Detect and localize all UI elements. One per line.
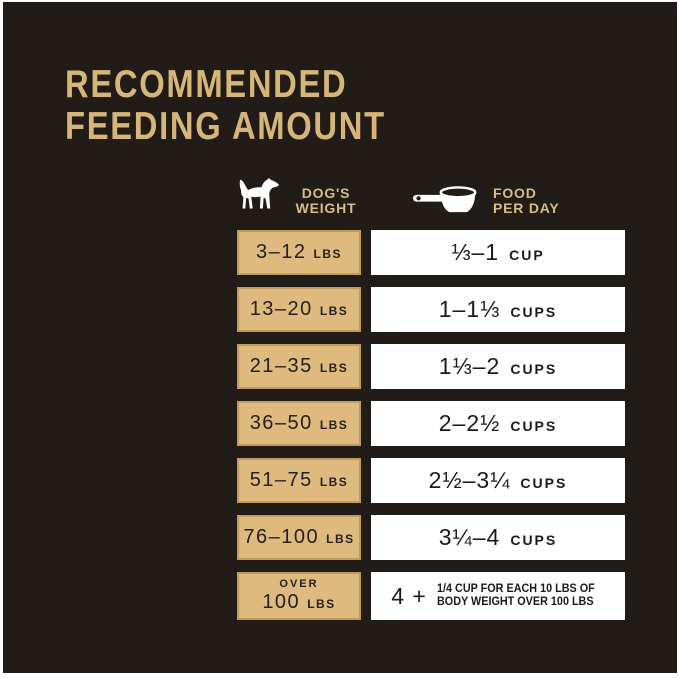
weight-value: 3–12: [256, 241, 307, 263]
weight-cell: 51–75 LBS: [237, 458, 361, 503]
weight-value: 51–75: [249, 469, 313, 491]
weight-value: 36–50: [249, 412, 313, 434]
weight-unit: LBS: [313, 247, 342, 261]
dog-icon: [237, 178, 283, 216]
food-cell: 2½–3¼ CUPS: [371, 458, 625, 503]
food-value: 2–2½: [438, 410, 501, 436]
food-cell: 4 + 1/4 CUP FOR EACH 10 LBS OF BODY WEIG…: [371, 572, 625, 620]
table-row: 51–75 LBS 2½–3¼ CUPS: [237, 458, 625, 503]
food-column-header: FOOD PER DAY: [493, 186, 560, 216]
food-unit: CUPS: [520, 475, 568, 491]
weight-cell: 36–50 LBS: [237, 401, 361, 446]
food-cell: 3¼–4 CUPS: [371, 515, 625, 560]
page-title: RECOMMENDED FEEDING AMOUNT: [65, 64, 386, 148]
weight-header-line2: WEIGHT: [295, 200, 357, 216]
food-unit: CUPS: [510, 361, 558, 377]
food-note-line2: BODY WEIGHT OVER 100 LBS: [436, 596, 594, 608]
food-unit: CUPS: [510, 418, 558, 434]
weight-value: 13–20: [249, 298, 313, 320]
weight-cell: 13–20 LBS: [237, 287, 361, 332]
food-header-line2: PER DAY: [493, 200, 560, 216]
food-unit: CUPS: [510, 532, 558, 548]
weight-column-header: DOG'S WEIGHT: [285, 186, 367, 216]
food-cell: 1–1⅓ CUPS: [371, 287, 625, 332]
page-title-line1: RECOMMENDED: [65, 63, 348, 106]
table-row: 13–20 LBS 1–1⅓ CUPS: [237, 287, 625, 332]
food-unit: CUPS: [510, 304, 558, 320]
weight-cell: 3–12 LBS: [237, 230, 361, 275]
weight-cell: 76–100 LBS: [237, 515, 361, 560]
weight-over-label: OVER: [279, 578, 319, 590]
weight-value: 76–100: [243, 526, 320, 548]
weight-cell: OVER 100 LBS: [237, 572, 361, 620]
food-value: ⅓–1: [451, 239, 500, 265]
weight-unit: LBS: [319, 418, 349, 432]
food-header-line1: FOOD: [493, 185, 537, 201]
table-row-over-100: OVER 100 LBS 4 + 1/4 CUP FOR EACH 10 LBS…: [237, 572, 625, 620]
table-row: 21–35 LBS 1⅓–2 CUPS: [237, 344, 625, 389]
page-title-line2: FEEDING AMOUNT: [65, 105, 386, 148]
food-unit: CUP: [509, 247, 545, 263]
table-row: 36–50 LBS 2–2½ CUPS: [237, 401, 625, 446]
weight-unit: LBS: [319, 361, 349, 375]
food-value: 1⅓–2: [438, 353, 501, 379]
weight-unit: LBS: [307, 597, 336, 611]
table-row: 76–100 LBS 3¼–4 CUPS: [237, 515, 625, 560]
weight-header-line1: DOG'S: [301, 185, 351, 201]
weight-unit: LBS: [326, 532, 355, 546]
food-cell: ⅓–1 CUP: [371, 230, 625, 275]
food-cell: 1⅓–2 CUPS: [371, 344, 625, 389]
table-row: 3–12 LBS ⅓–1 CUP: [237, 230, 625, 275]
food-cell: 2–2½ CUPS: [371, 401, 625, 446]
weight-value: 100: [262, 591, 301, 613]
weight-cell: 21–35 LBS: [237, 344, 361, 389]
food-value: 1–1⅓: [438, 296, 501, 322]
food-value: 4 +: [391, 582, 427, 609]
weight-unit: LBS: [319, 304, 349, 318]
food-value: 2½–3¼: [428, 467, 511, 493]
food-note-line1: 1/4 CUP FOR EACH 10 LBS OF: [436, 583, 595, 595]
dark-panel: RECOMMENDED FEEDING AMOUNT DOG'S WEIGHT …: [3, 2, 677, 673]
measuring-cup-icon: [413, 183, 487, 219]
weight-value: 21–35: [249, 355, 313, 377]
feeding-table: 3–12 LBS ⅓–1 CUP 13–20 LBS 1–1⅓: [237, 230, 625, 620]
food-value: 3¼–4: [438, 524, 501, 550]
food-note: 1/4 CUP FOR EACH 10 LBS OF BODY WEIGHT O…: [437, 583, 595, 609]
weight-unit: LBS: [319, 475, 349, 489]
